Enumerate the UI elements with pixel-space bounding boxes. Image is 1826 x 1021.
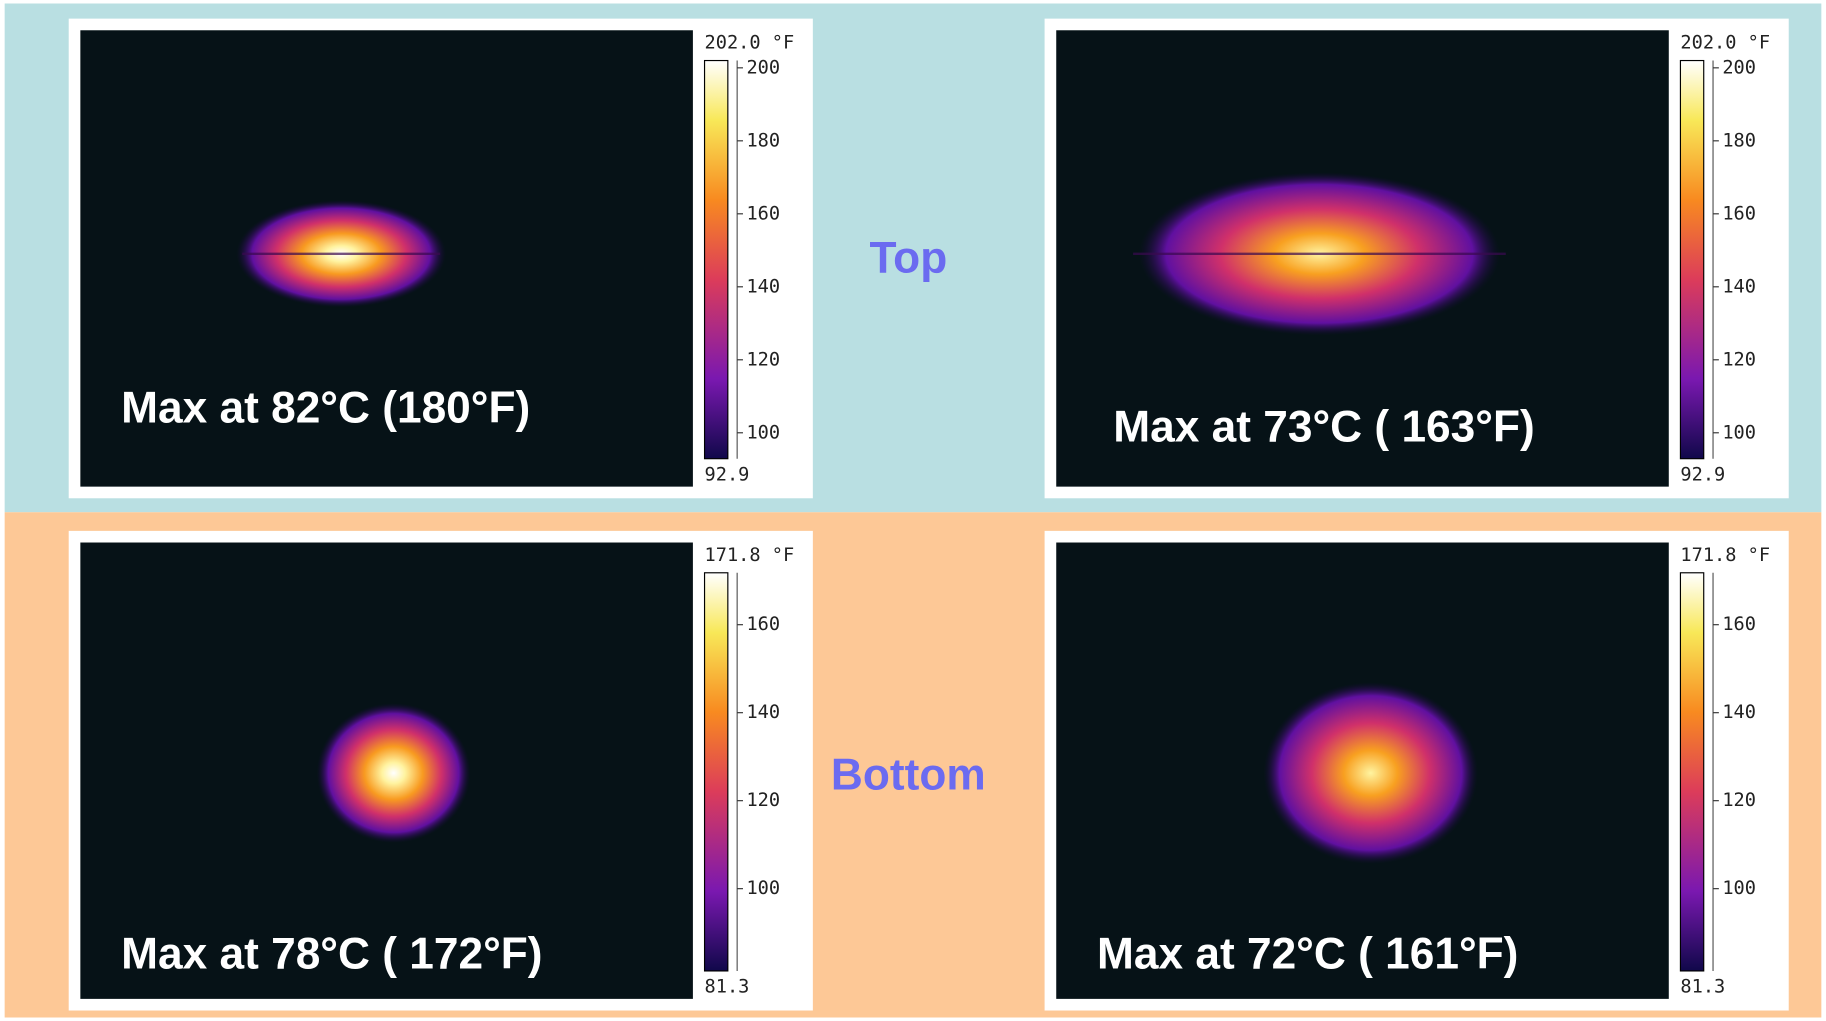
tick-label: 140 xyxy=(1722,702,1756,723)
tick-label: 140 xyxy=(1722,276,1756,297)
tick-label: 120 xyxy=(746,349,780,370)
tick-label: 120 xyxy=(1722,790,1756,811)
color-bar xyxy=(1680,573,1703,971)
tick-label: 140 xyxy=(746,276,780,297)
hot-spot xyxy=(1264,682,1478,864)
tick-label: 120 xyxy=(1722,349,1756,370)
scale-max-label: 202.0 °F xyxy=(705,33,795,54)
tick-label: 180 xyxy=(746,130,780,151)
tick-label: 160 xyxy=(1722,203,1756,224)
page: Top Bottom Max at 82°C (180°F) 202.0 °F 92… xyxy=(0,0,1826,1021)
caption: Max at 78°C ( 172°F) xyxy=(121,930,542,979)
color-bar xyxy=(705,61,728,459)
tick-label: 100 xyxy=(1722,878,1756,899)
tick-label: 140 xyxy=(746,702,780,723)
tick-label: 200 xyxy=(1722,57,1756,78)
color-bar xyxy=(705,573,728,971)
caption: Max at 82°C (180°F) xyxy=(121,384,530,433)
top-label: Top xyxy=(869,233,947,282)
scale-min-label: 81.3 xyxy=(1680,977,1725,998)
color-bar xyxy=(1680,61,1703,459)
scale-min-label: 92.9 xyxy=(1680,464,1725,485)
caption: Max at 72°C ( 161°F) xyxy=(1097,930,1518,979)
tick-label: 100 xyxy=(746,422,780,443)
scale-max-label: 171.8 °F xyxy=(705,545,795,566)
scale-max-label: 171.8 °F xyxy=(1680,545,1770,566)
tick-label: 180 xyxy=(1722,130,1756,151)
tick-label: 120 xyxy=(746,790,780,811)
tick-label: 100 xyxy=(746,878,780,899)
tick-label: 160 xyxy=(746,203,780,224)
scale-max-label: 202.0 °F xyxy=(1680,33,1770,54)
tick-label: 200 xyxy=(746,57,780,78)
tick-label: 100 xyxy=(1722,422,1756,443)
bottom-label: Bottom xyxy=(831,750,986,799)
hot-spot xyxy=(317,703,471,843)
scale-min-label: 92.9 xyxy=(705,464,750,485)
thermal-comparison: Top Bottom Max at 82°C (180°F) 202.0 °F 92… xyxy=(0,0,1826,1021)
caption: Max at 73°C ( 163°F) xyxy=(1113,402,1534,451)
tick-label: 160 xyxy=(1722,614,1756,635)
scale-min-label: 81.3 xyxy=(705,977,750,998)
tick-label: 160 xyxy=(746,614,780,635)
